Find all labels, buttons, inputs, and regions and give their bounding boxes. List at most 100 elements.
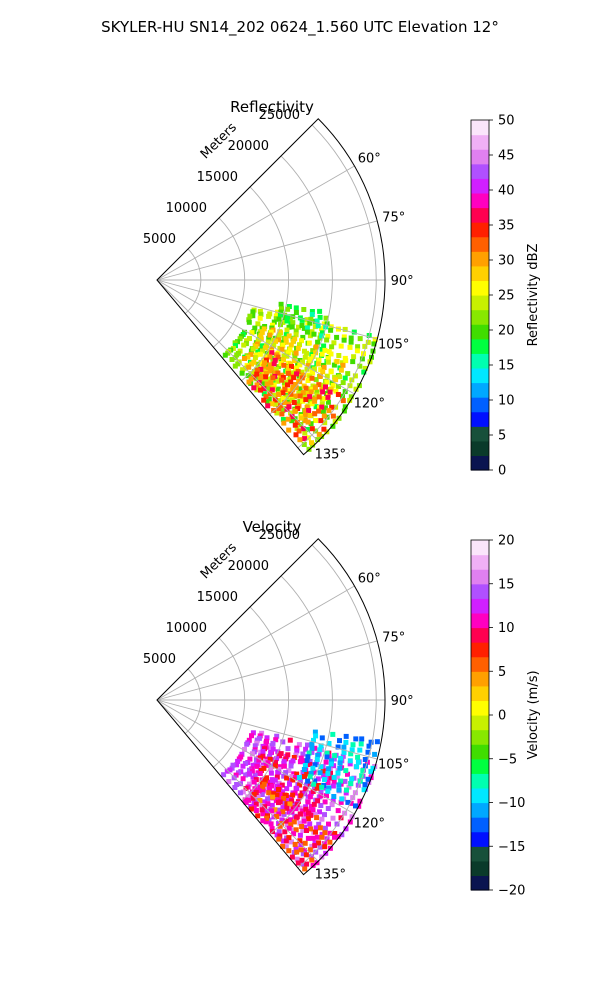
echo-cell: [315, 798, 321, 804]
echo-cell: [250, 762, 256, 768]
echo-cell: [250, 346, 256, 352]
echo-cell: [288, 822, 294, 828]
echo-cell: [330, 413, 336, 419]
echo-cell: [273, 313, 279, 319]
echo-cell: [276, 766, 282, 772]
echo-cell: [337, 374, 343, 380]
echo-cell: [319, 333, 325, 339]
echo-cell: [291, 358, 297, 364]
echo-cell: [347, 761, 353, 767]
echo-cell: [249, 751, 255, 757]
theta-tick-label: 75°: [382, 631, 405, 646]
azimuth-gridline: [156, 640, 378, 701]
colorbar-segment: [471, 715, 489, 731]
colorbar-tick-label: 5: [498, 665, 506, 680]
echo-cell: [264, 370, 269, 376]
echo-cell: [342, 778, 348, 784]
echo-cell: [276, 811, 282, 817]
echo-cell: [281, 773, 287, 779]
echo-cell: [311, 331, 317, 337]
echo-cell: [304, 404, 310, 410]
echo-cell: [287, 347, 293, 353]
echo-cell: [286, 364, 291, 370]
echo-cell: [282, 315, 288, 321]
colorbar-segment: [471, 251, 489, 267]
echo-cell: [366, 780, 372, 785]
radial-tick-label: 10000: [166, 621, 207, 636]
echo-cell: [300, 751, 306, 757]
echo-cell: [299, 857, 305, 863]
echo-cell: [352, 373, 358, 379]
echo-cell: [273, 760, 278, 765]
echo-cell: [258, 311, 264, 317]
echo-cell: [289, 854, 295, 860]
echo-cell: [254, 763, 260, 769]
echo-cell: [294, 771, 300, 777]
echo-cell: [338, 799, 344, 805]
echo-cell: [281, 362, 287, 368]
echo-cell: [314, 389, 320, 395]
echo-cell: [331, 756, 337, 762]
echo-cell: [311, 781, 317, 787]
echo-cell: [280, 739, 286, 745]
echo-cell: [309, 741, 315, 747]
echo-cell: [284, 327, 290, 333]
echo-cell: [248, 376, 254, 382]
echo-cell: [319, 735, 325, 741]
echo-cell: [277, 823, 283, 829]
range-ring: [297, 124, 377, 449]
echo-cell: [268, 329, 274, 335]
echo-cell: [286, 848, 292, 854]
echo-cell: [268, 750, 274, 756]
echo-cell: [321, 773, 327, 779]
colorbar-segment: [471, 207, 489, 223]
echo-cell: [284, 353, 290, 359]
echo-cell: [289, 324, 295, 330]
colorbar-segment: [471, 222, 489, 238]
echo-cell: [263, 819, 269, 825]
echo-cell: [281, 759, 287, 765]
echo-cell: [253, 801, 259, 807]
echo-cell: [322, 777, 327, 782]
echo-cell: [350, 742, 356, 748]
echo-cell: [251, 385, 257, 391]
echo-cell: [340, 360, 345, 366]
echo-cell: [279, 817, 285, 823]
radial-tick-label: 20000: [228, 139, 269, 154]
echo-cell: [305, 754, 311, 760]
echo-cell: [322, 825, 328, 831]
echo-cell: [267, 756, 273, 762]
echo-cell: [268, 770, 274, 776]
echo-cell: [313, 825, 319, 831]
echo-cell: [272, 763, 278, 769]
echo-cell: [286, 304, 292, 309]
echo-cell: [325, 806, 331, 811]
echo-cell: [309, 426, 315, 432]
echo-cell: [233, 343, 238, 349]
colorbar-tick-label: 0: [498, 464, 506, 479]
echo-cell: [316, 382, 322, 388]
echo-cell: [240, 763, 246, 769]
echo-cell: [310, 807, 316, 813]
echo-cell: [259, 343, 265, 349]
echo-cell: [277, 833, 283, 839]
echo-cell: [303, 812, 309, 818]
echo-cell: [232, 340, 238, 346]
echo-cell: [252, 772, 258, 778]
echo-cell: [248, 806, 254, 812]
echo-cell: [300, 770, 306, 775]
echo-cell: [295, 860, 301, 866]
echo-cell: [326, 821, 331, 827]
echo-cell: [313, 849, 319, 855]
echo-cell: [357, 798, 363, 804]
echo-cell: [247, 781, 252, 787]
echo-cell: [330, 731, 336, 737]
echo-cell: [348, 339, 354, 345]
echo-cell: [319, 816, 325, 822]
echo-cell: [285, 416, 291, 422]
echo-cell: [287, 317, 293, 323]
echo-cell: [288, 763, 294, 769]
echo-cell: [341, 744, 347, 750]
echo-cell: [281, 380, 287, 386]
reflectivity-panel: Reflectivity 500010000150002000025000Met…: [143, 98, 541, 479]
